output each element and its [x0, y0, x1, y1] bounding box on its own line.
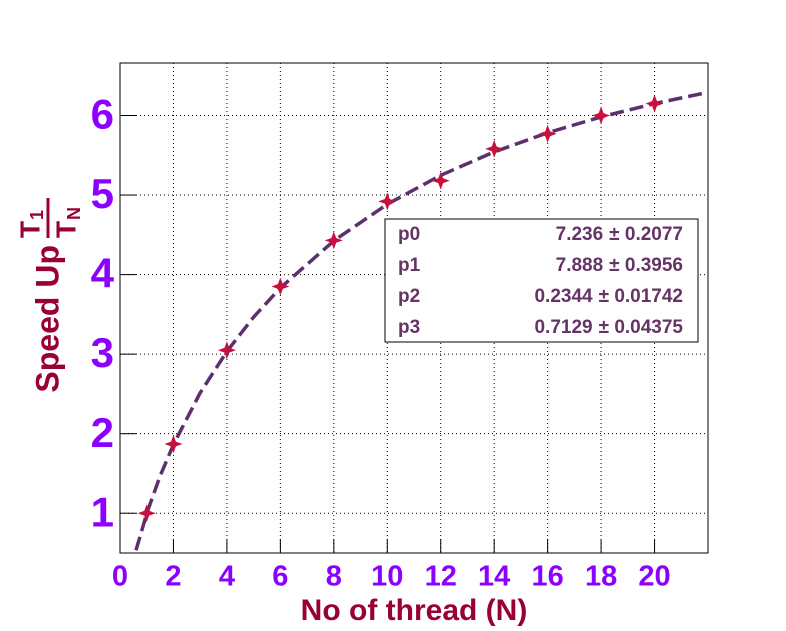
stats-value: 0.7129 ± 0.04375 — [534, 317, 683, 338]
stats-value: 7.888 ± 0.3956 — [556, 255, 683, 276]
y-tick-label: 6 — [91, 91, 114, 138]
param-error: ± 0.2077 — [609, 224, 683, 245]
plot-frame — [119, 62, 709, 554]
stats-name: p1 — [398, 255, 421, 276]
x-tick-label: 18 — [585, 561, 617, 593]
param-value: 0.2344 — [534, 286, 593, 307]
param-error: ± 0.3956 — [609, 255, 683, 276]
data-point — [378, 192, 397, 211]
stats-name: p2 — [398, 286, 420, 307]
x-tick-label: 4 — [219, 561, 235, 593]
data-point — [217, 341, 236, 360]
x-axis-title: No of thread (N) — [301, 594, 528, 627]
y-tick-label: 3 — [91, 329, 114, 376]
y-axis-numerator: T — [14, 221, 45, 238]
y-axis-title: Speed Up T 1 T N — [14, 198, 84, 393]
y-tick-label: 1 — [91, 488, 114, 535]
data-point — [137, 504, 156, 523]
y-axis-numerator-sub: 1 — [27, 210, 47, 220]
y-tick-label: 2 — [91, 409, 114, 456]
x-tick-label: 10 — [371, 561, 403, 593]
param-value: 0.7129 — [534, 317, 592, 338]
stats-box — [384, 218, 699, 343]
x-tick-label: 6 — [272, 561, 288, 593]
data-point — [324, 231, 343, 250]
data-point — [164, 435, 183, 453]
param-value: 7.236 — [556, 224, 604, 245]
data-point — [271, 277, 290, 296]
y-tick-label: 4 — [91, 250, 115, 297]
y-axis-title-text: Speed Up — [29, 245, 65, 393]
x-tick-label: 16 — [532, 561, 564, 593]
y-tick-label: 5 — [91, 170, 114, 217]
x-tick-label: 14 — [478, 561, 510, 593]
data-point — [431, 171, 450, 190]
stats-name: p0 — [398, 224, 420, 245]
y-axis-denominator-sub: N — [64, 207, 84, 220]
stats-value: 7.236 ± 0.2077 — [556, 224, 683, 245]
param-error: ± 0.01742 — [599, 286, 683, 307]
data-point — [645, 94, 664, 113]
x-tick-label: 2 — [165, 561, 181, 593]
x-tick-label: 0 — [112, 561, 128, 593]
x-tick-label: 20 — [638, 561, 670, 593]
stats-name: p3 — [398, 317, 420, 338]
param-value: 7.888 — [556, 255, 604, 276]
data-point — [538, 124, 557, 143]
y-axis-denominator: T — [50, 221, 81, 238]
fit-curve — [134, 90, 708, 551]
stats-value: 0.2344 ± 0.01742 — [534, 286, 683, 307]
x-tick-label: 8 — [326, 561, 342, 593]
data-point — [592, 106, 611, 125]
param-error: ± 0.04375 — [599, 317, 684, 338]
data-point — [485, 139, 504, 158]
x-tick-label: 12 — [425, 561, 457, 593]
